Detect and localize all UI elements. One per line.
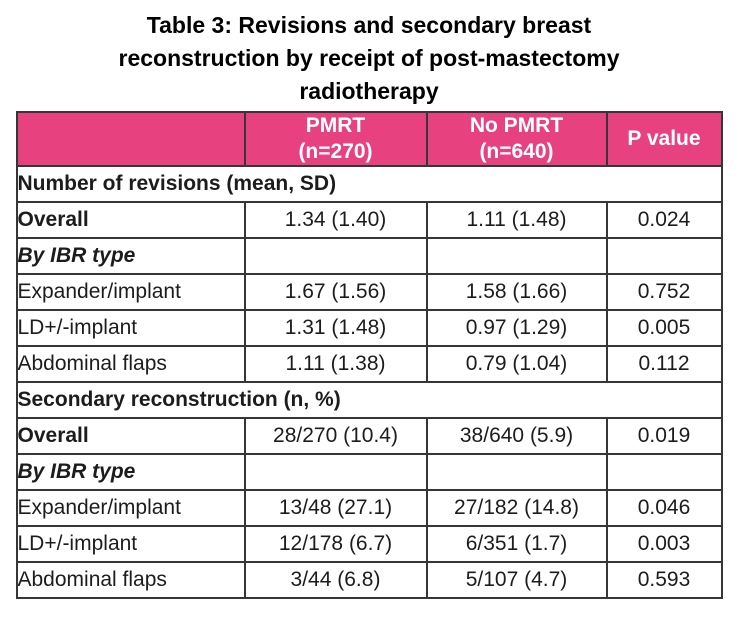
no-pmrt-value: 1.58 (1.66) xyxy=(425,273,608,311)
p-value: 0.752 xyxy=(605,273,723,311)
no-pmrt-value: 27/182 (14.8) xyxy=(425,489,608,527)
row-label: Expander/implant xyxy=(15,489,246,527)
section-header-row: Secondary reconstruction (n, %) xyxy=(15,381,723,419)
pmrt-value: 13/48 (27.1) xyxy=(243,489,428,527)
header-no-pmrt: No PMRT (n=640) xyxy=(425,111,608,167)
row-label: LD+/-implant xyxy=(15,309,246,347)
table-row: By IBR type xyxy=(15,453,723,491)
row-label: By IBR type xyxy=(15,237,246,275)
table-header-row: PMRT (n=270) No PMRT (n=640) P value xyxy=(15,111,723,167)
p-value: 0.003 xyxy=(605,525,723,563)
pmrt-value: 28/270 (10.4) xyxy=(243,417,428,455)
pmrt-value: 1.11 (1.38) xyxy=(243,345,428,383)
table-row: By IBR type xyxy=(15,237,723,275)
p-value: 0.024 xyxy=(605,201,723,239)
row-label: Overall xyxy=(15,417,246,455)
header-pmrt: PMRT (n=270) xyxy=(243,111,428,167)
section-label-secondary-reconstruction: Secondary reconstruction (n, %) xyxy=(15,381,723,419)
no-pmrt-value xyxy=(425,453,608,491)
table-row: Abdominal flaps 3/44 (6.8) 5/107 (4.7) 0… xyxy=(15,561,723,599)
row-label: LD+/-implant xyxy=(15,525,246,563)
no-pmrt-value: 0.79 (1.04) xyxy=(425,345,608,383)
title-line-3: radiotherapy xyxy=(299,78,439,104)
pmrt-value: 1.34 (1.40) xyxy=(243,201,428,239)
no-pmrt-value xyxy=(425,237,608,275)
section-header-row: Number of revisions (mean, SD) xyxy=(15,165,723,203)
p-value xyxy=(605,453,723,491)
header-empty-cell xyxy=(15,111,246,167)
row-label: Overall xyxy=(15,201,246,239)
table-row: Overall 1.34 (1.40) 1.11 (1.48) 0.024 xyxy=(15,201,723,239)
p-value: 0.019 xyxy=(605,417,723,455)
table-row: LD+/-implant 1.31 (1.48) 0.97 (1.29) 0.0… xyxy=(15,309,723,347)
p-value: 0.046 xyxy=(605,489,723,527)
pmrt-value: 1.67 (1.56) xyxy=(243,273,428,311)
header-no-pmrt-line2: (n=640) xyxy=(479,140,554,163)
pmrt-value: 3/44 (6.8) xyxy=(243,561,428,599)
no-pmrt-value: 5/107 (4.7) xyxy=(425,561,608,599)
no-pmrt-value: 0.97 (1.29) xyxy=(425,309,608,347)
row-label: By IBR type xyxy=(15,453,246,491)
p-value: 0.005 xyxy=(605,309,723,347)
page-title: Table 3: Revisions and secondary breast … xyxy=(0,0,738,108)
row-label: Abdominal flaps xyxy=(15,561,246,599)
pmrt-value xyxy=(243,453,428,491)
no-pmrt-value: 38/640 (5.9) xyxy=(425,417,608,455)
header-no-pmrt-line1: No PMRT xyxy=(469,114,564,137)
header-pmrt-line1: PMRT xyxy=(305,114,366,137)
section-label-revisions: Number of revisions (mean, SD) xyxy=(15,165,723,203)
no-pmrt-value: 1.11 (1.48) xyxy=(425,201,608,239)
no-pmrt-value: 6/351 (1.7) xyxy=(425,525,608,563)
row-label: Expander/implant xyxy=(15,273,246,311)
table-row: Overall 28/270 (10.4) 38/640 (5.9) 0.019 xyxy=(15,417,723,455)
p-value: 0.112 xyxy=(605,345,723,383)
title-line-2: reconstruction by receipt of post-mastec… xyxy=(118,45,620,71)
table-row: Expander/implant 1.67 (1.56) 1.58 (1.66)… xyxy=(15,273,723,311)
title-line-1: Table 3: Revisions and secondary breast xyxy=(146,12,592,38)
pmrt-value: 12/178 (6.7) xyxy=(243,525,428,563)
header-p-value: P value xyxy=(605,111,723,167)
p-value xyxy=(605,237,723,275)
p-value: 0.593 xyxy=(605,561,723,599)
pmrt-value xyxy=(243,237,428,275)
pmrt-value: 1.31 (1.48) xyxy=(243,309,428,347)
table-row: Expander/implant 13/48 (27.1) 27/182 (14… xyxy=(15,489,723,527)
table-row: Abdominal flaps 1.11 (1.38) 0.79 (1.04) … xyxy=(15,345,723,383)
row-label: Abdominal flaps xyxy=(15,345,246,383)
header-pmrt-line2: (n=270) xyxy=(298,140,373,163)
table-row: LD+/-implant 12/178 (6.7) 6/351 (1.7) 0.… xyxy=(15,525,723,563)
revisions-table: PMRT (n=270) No PMRT (n=640) P value Num… xyxy=(15,111,723,599)
